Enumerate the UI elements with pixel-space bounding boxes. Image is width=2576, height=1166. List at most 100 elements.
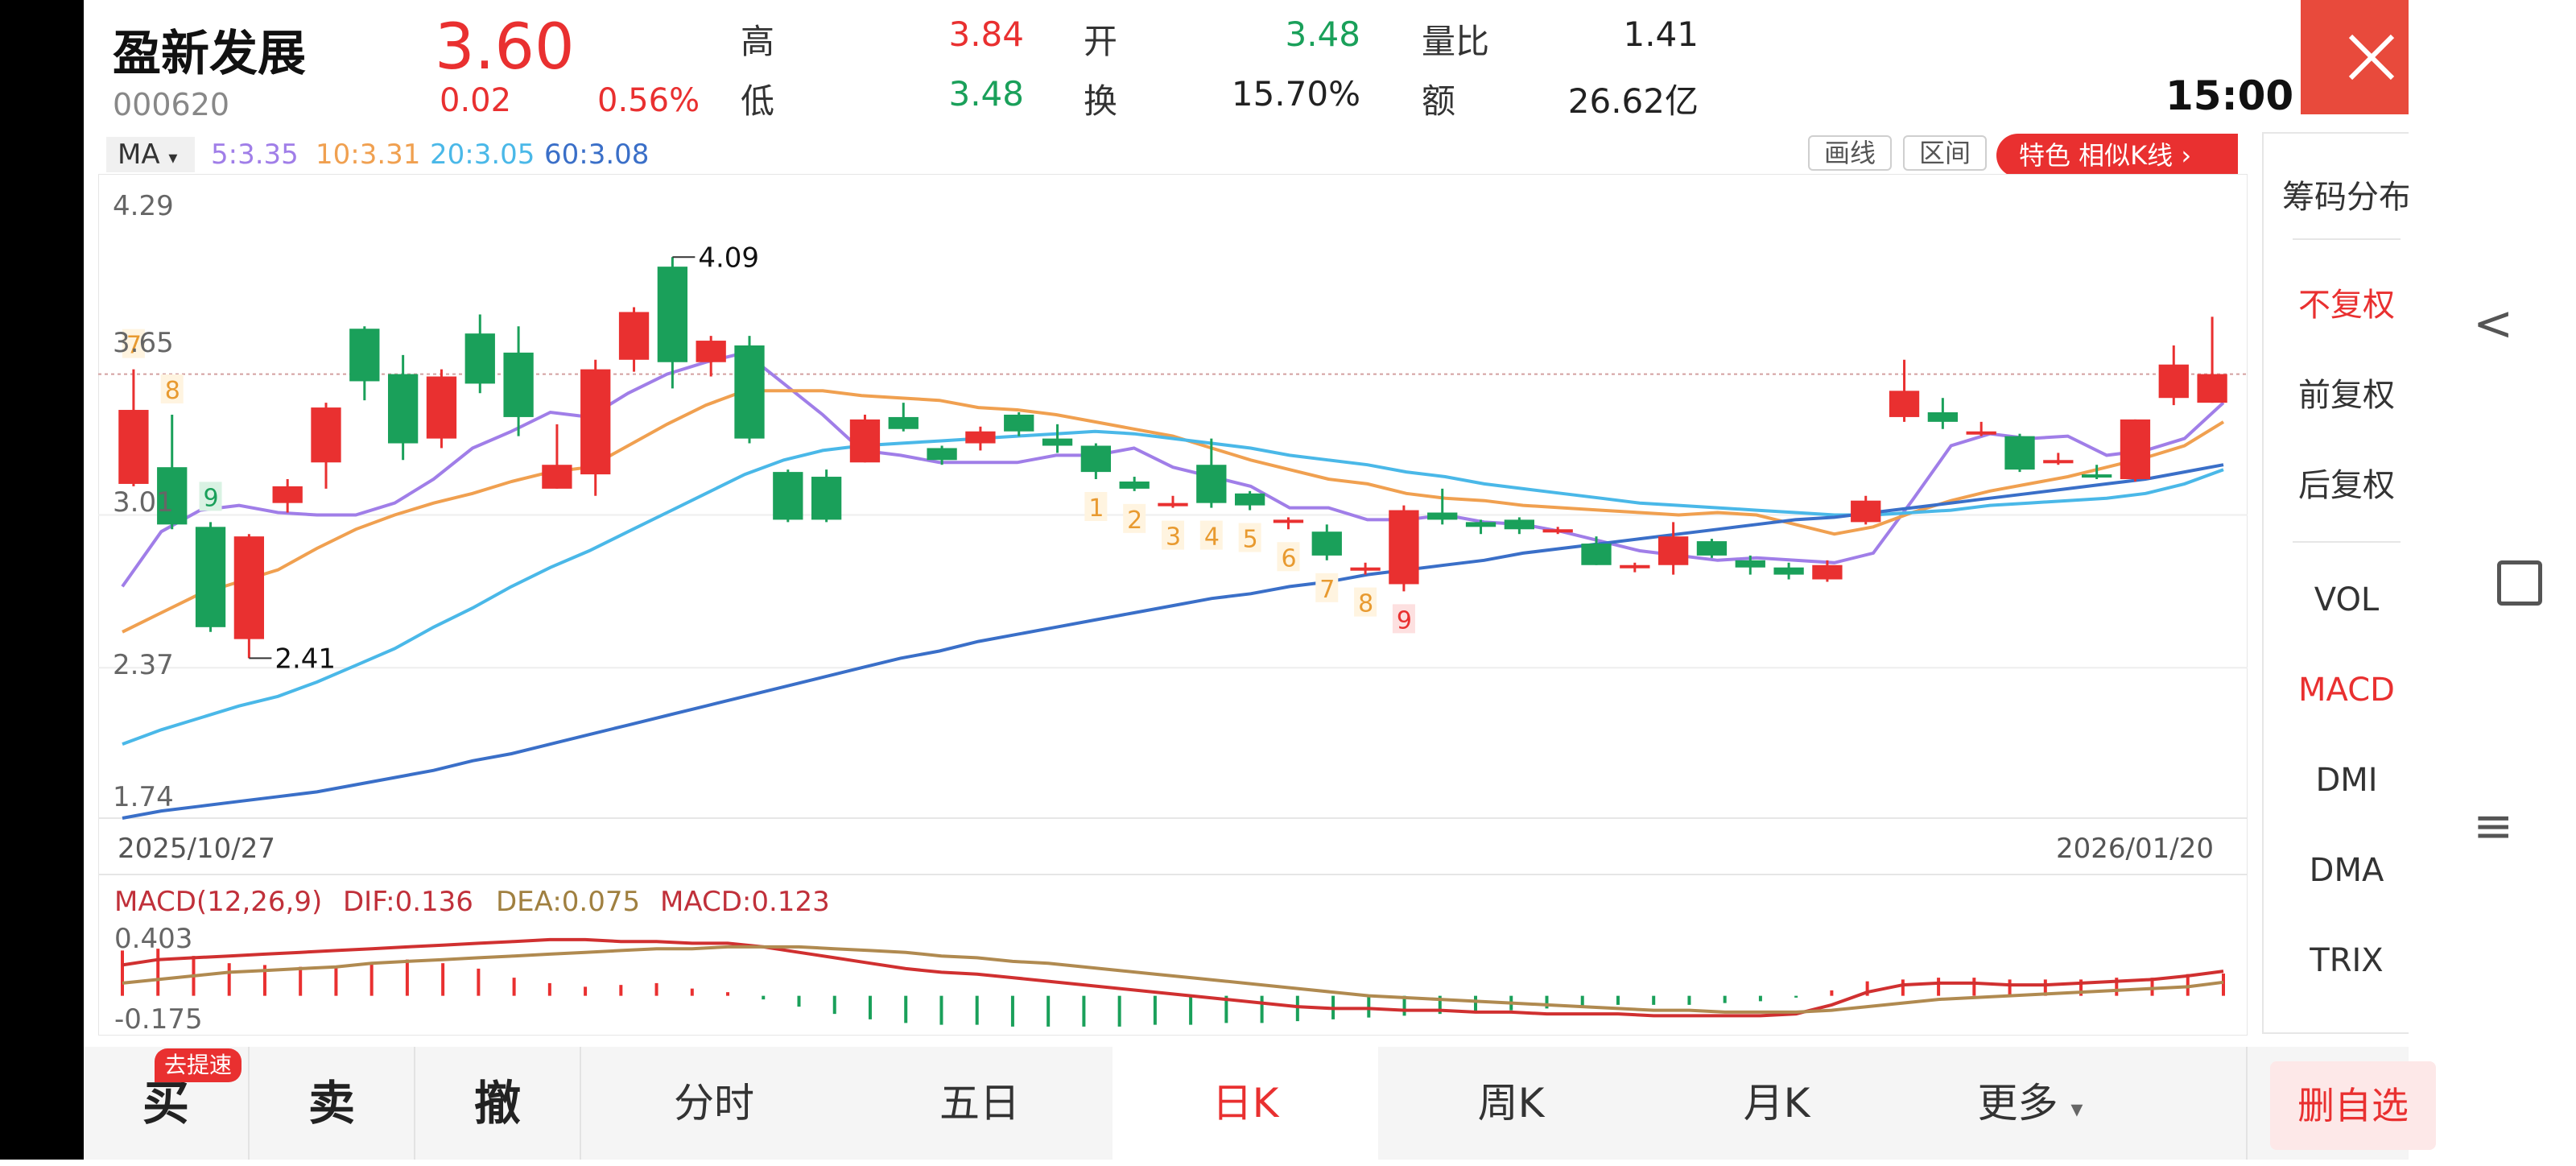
candle-body: [1389, 510, 1419, 585]
candle-body: [1196, 465, 1227, 503]
x-end-date: 2026/01/20: [2056, 833, 2214, 865]
ma20-value: 20:3.05: [430, 139, 535, 171]
candle-body: [1927, 412, 1959, 422]
td-count-label: 8: [165, 377, 180, 405]
ma5-value: 5:3.35: [211, 139, 299, 171]
cancel-order-button[interactable]: 撤: [473, 1076, 521, 1131]
divider: [2246, 1047, 2248, 1160]
divider: [2293, 541, 2401, 543]
td-badge: [1354, 587, 1377, 617]
candle-body: [734, 345, 765, 439]
chevron-down-icon: ▾: [168, 148, 178, 168]
candle-body: [1504, 519, 1535, 530]
home-icon[interactable]: [2497, 560, 2542, 606]
candle-body: [1234, 493, 1265, 506]
candle-body: [927, 448, 957, 461]
stock-code: 000620: [113, 87, 230, 122]
macd-dif-line: [122, 937, 2224, 1018]
candle-body: [2158, 364, 2189, 399]
ma10-line: [122, 389, 2225, 634]
low-label: 低: [741, 81, 775, 121]
range-button[interactable]: 区间: [1903, 135, 1987, 171]
indicator-trix[interactable]: TRIX: [2310, 942, 2384, 979]
ma60-value: 60:3.08: [544, 139, 650, 171]
candle-body: [1696, 541, 1728, 556]
td-badge: [1123, 503, 1146, 533]
y-tick-label: 2.37: [113, 649, 174, 681]
sell-button[interactable]: 卖: [308, 1076, 355, 1131]
candle-body: [464, 333, 495, 384]
low-price-label: 2.41: [275, 643, 336, 675]
ma5-line: [121, 350, 2225, 588]
current-price: 3.60: [435, 11, 575, 84]
price-change-pct: 0.56%: [597, 82, 700, 119]
ma10-value: 10:3.31: [316, 139, 421, 171]
active-tab-bg: [1113, 1047, 1378, 1160]
candle-body: [1119, 481, 1150, 489]
similar-kline-button[interactable]: 特色 相似K线 ›: [1996, 134, 2238, 177]
indicator-dmi[interactable]: DMI: [2315, 762, 2378, 799]
td-badge: [1277, 542, 1300, 572]
candle-body: [1350, 567, 1381, 571]
high-value: 3.84: [948, 14, 1024, 54]
candle-body: [696, 341, 726, 362]
macd-dea: DEA:0.075: [496, 886, 641, 918]
td-badge: [1315, 573, 1339, 602]
td-count-label: 5: [1243, 526, 1258, 554]
buy-button[interactable]: 买: [142, 1076, 189, 1131]
chip-distribution-button[interactable]: 筹码分布: [2282, 179, 2411, 216]
candle-body: [1427, 512, 1458, 520]
candle-body: [1465, 522, 1496, 527]
candle-body: [2120, 419, 2151, 480]
td-badge: [1392, 604, 1415, 634]
amount-label: 额: [1422, 81, 1456, 121]
back-icon[interactable]: <: [2473, 296, 2514, 352]
candle-body: [311, 407, 341, 463]
macd-dif: DIF:0.136: [343, 886, 473, 918]
tab-daily-k[interactable]: 日K: [1212, 1080, 1279, 1127]
tab-intraday[interactable]: 分时: [674, 1080, 754, 1127]
forward-adjust-option[interactable]: 前复权: [2298, 377, 2395, 414]
candle-body: [349, 329, 380, 382]
remove-watchlist-button[interactable]: 删自选: [2270, 1061, 2436, 1150]
tab-weekly-k[interactable]: 周K: [1477, 1080, 1545, 1127]
candle-body: [1889, 391, 1920, 417]
tab-monthly-k[interactable]: 月K: [1743, 1080, 1810, 1127]
tab-more[interactable]: 更多 ▾: [1909, 1047, 2151, 1160]
candle-body: [618, 312, 650, 360]
open-value: 3.48: [1285, 14, 1360, 54]
indicator-vol[interactable]: VOL: [2314, 581, 2380, 618]
backward-adjust-option[interactable]: 后复权: [2298, 467, 2395, 504]
tab-five-day[interactable]: 五日: [939, 1080, 1020, 1127]
candle-body: [118, 410, 149, 484]
stock-name: 盈新发展: [113, 26, 306, 82]
close-icon: [2348, 34, 2395, 81]
y-tick-label: 4.29: [113, 190, 174, 222]
candle-body: [1080, 445, 1112, 473]
td-badge: [199, 482, 222, 511]
candle-body: [2081, 474, 2112, 478]
indicator-macd[interactable]: MACD: [2298, 672, 2395, 709]
y-tick-label: 1.74: [113, 781, 174, 813]
price-change: 0.02: [440, 82, 512, 119]
left-system-bar: [0, 0, 84, 1160]
no-adjust-option[interactable]: 不复权: [2298, 287, 2395, 324]
divider: [414, 1047, 415, 1160]
candle-body: [1851, 500, 1881, 523]
candle-body: [387, 374, 419, 444]
draw-line-button[interactable]: 画线: [1808, 135, 1892, 171]
td-badge: [1238, 523, 1261, 552]
volume-ratio-value: 1.41: [1623, 14, 1699, 54]
ma-selector[interactable]: MA ▾: [106, 137, 195, 172]
menu-icon[interactable]: ≡: [2473, 798, 2514, 854]
candle-body: [2197, 374, 2227, 403]
low-value: 3.48: [948, 74, 1024, 114]
y-tick-label: 3.01: [113, 486, 174, 519]
indicator-dma[interactable]: DMA: [2309, 852, 2384, 889]
chevron-down-icon: ▾: [2070, 1095, 2083, 1123]
amount-value: 26.62亿: [1567, 81, 1699, 121]
candle-body: [1773, 567, 1804, 575]
candle-body: [1311, 531, 1342, 556]
td-badge: [1084, 492, 1108, 522]
